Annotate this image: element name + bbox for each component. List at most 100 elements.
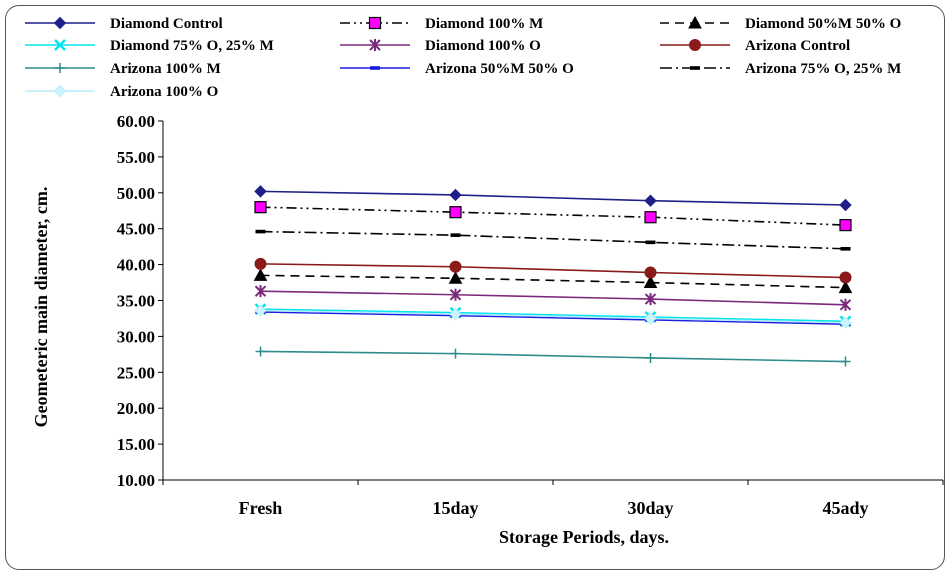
data-point-diamond-50-m-50-o bbox=[448, 271, 463, 284]
legend-item-diamond-100-o: Diamond 100% O bbox=[340, 38, 541, 54]
series-line-diamond-control bbox=[260, 190, 846, 206]
data-point-diamond-50-m-50-o bbox=[253, 268, 268, 281]
data-point-arizona-75-o-25-m bbox=[645, 240, 656, 245]
data-point-diamond-100-m bbox=[644, 211, 657, 224]
y-tick-label: 45.00 bbox=[117, 220, 155, 239]
series-line-diamond-50-m-50-o bbox=[260, 274, 846, 289]
legend-item-arizona-75-o-25-m: Arizona 75% O, 25% M bbox=[660, 61, 901, 77]
series-line-diamond-100-o bbox=[260, 290, 846, 306]
axes: 10.00 15.00 20.00 25.00 30.00 35.00 40.00 45.00… bbox=[117, 112, 944, 518]
data-point-diamond-50-m-50-o bbox=[643, 275, 658, 289]
y-tick-label: 55.00 bbox=[117, 148, 155, 167]
legend-item-diamond-75-o-25-m: Diamond 75% O, 25% M bbox=[25, 38, 274, 54]
data-point-diamond-100-m bbox=[254, 201, 267, 214]
legend-marker-diamond-50-m-50-o bbox=[688, 15, 702, 29]
y-tick-label: 15.00 bbox=[117, 435, 155, 454]
legend-item-arizona-100-m: Arizona 100% M bbox=[25, 61, 221, 77]
data-point-arizona-control bbox=[839, 271, 852, 284]
chart-frame bbox=[5, 5, 945, 570]
data-point-arizona-control bbox=[644, 266, 657, 279]
legend-label-arizona-50-m-50-o: Arizona 50%M 50% O bbox=[425, 61, 574, 77]
series-diamond-50-m-50-o bbox=[253, 268, 853, 294]
legend-item-arizona-control: Arizona Control bbox=[660, 38, 850, 54]
y-tick-label: 25.00 bbox=[117, 363, 155, 382]
legend-item-arizona-100-o: Arizona 100% O bbox=[25, 84, 218, 100]
legend-marker-arizona-100-o bbox=[53, 84, 67, 98]
series-diamond-100-m bbox=[254, 201, 852, 232]
data-point-diamond-100-m bbox=[839, 219, 852, 232]
series-arizona-100-o bbox=[254, 304, 852, 329]
y-tick-label: 30.00 bbox=[117, 327, 155, 346]
legend-item-arizona-50-m-50-o: Arizona 50%M 50% O bbox=[340, 61, 574, 77]
data-point-arizona-100-o bbox=[644, 312, 657, 325]
y-tick-label: 40.00 bbox=[117, 256, 155, 275]
data-point-diamond-100-o bbox=[839, 298, 852, 311]
series-line-arizona-control bbox=[260, 263, 846, 279]
data-point-diamond-100-o bbox=[644, 293, 657, 306]
y-tick-label: 35.00 bbox=[117, 292, 155, 311]
data-point-arizona-100-o bbox=[839, 316, 852, 329]
data-point-diamond-control bbox=[254, 185, 267, 198]
legend-marker-diamond-75-o-25-m bbox=[54, 39, 66, 51]
legend-marker-diamond-100-m bbox=[368, 16, 382, 30]
y-axis-label: Geometeric main diameter, cm. bbox=[31, 187, 51, 428]
series-arizona-100-m bbox=[255, 346, 851, 367]
series-line-arizona-100-o bbox=[260, 309, 846, 324]
legend: Diamond Control Diamond 100% M Diamond 50%… bbox=[25, 15, 901, 100]
legend-label-diamond-75-o-25-m: Diamond 75% O, 25% M bbox=[110, 38, 274, 54]
data-point-diamond-50-m-50-o bbox=[838, 280, 853, 294]
data-point-diamond-100-m bbox=[449, 206, 462, 219]
x-tick-label: 15day bbox=[432, 498, 478, 518]
series-diamond-control bbox=[254, 185, 852, 212]
data-point-arizona-100-m bbox=[645, 352, 656, 363]
series-line-diamond-100-m bbox=[260, 206, 846, 226]
series-diamond-100-o bbox=[254, 285, 852, 311]
data-point-arizona-100-o bbox=[254, 304, 267, 317]
data-point-arizona-100-m bbox=[450, 348, 461, 359]
legend-marker-arizona-50-m-50-o bbox=[370, 66, 380, 70]
legend-label-diamond-50-m-50-o: Diamond 50%M 50% O bbox=[745, 16, 901, 32]
data-point-diamond-control bbox=[644, 194, 657, 207]
legend-marker-arizona-100-m bbox=[55, 63, 65, 73]
data-point-arizona-75-o-25-m bbox=[840, 247, 851, 251]
legend-marker-diamond-100-o bbox=[369, 39, 381, 51]
x-tick-label: 30day bbox=[627, 498, 673, 518]
data-point-arizona-75-o-25-m bbox=[450, 233, 461, 237]
data-point-arizona-100-m bbox=[255, 346, 266, 357]
y-tick-label: 60.00 bbox=[117, 112, 155, 131]
series-arizona-control bbox=[254, 257, 852, 284]
legend-label-arizona-75-o-25-m: Arizona 75% O, 25% M bbox=[745, 61, 901, 77]
y-tick-label: 20.00 bbox=[117, 399, 155, 418]
legend-marker-diamond-control bbox=[53, 16, 67, 30]
series-arizona-75-o-25-m bbox=[255, 229, 851, 251]
legend-item-diamond-control: Diamond Control bbox=[25, 16, 223, 32]
legend-label-diamond-control: Diamond Control bbox=[110, 16, 223, 32]
series-line-arizona-100-m bbox=[260, 350, 846, 363]
legend-marker-arizona-75-o-25-m bbox=[690, 66, 700, 70]
data-point-diamond-100-o bbox=[254, 285, 267, 298]
data-point-arizona-100-o bbox=[449, 307, 462, 321]
legend-marker-arizona-control bbox=[689, 39, 701, 51]
data-point-arizona-100-m bbox=[840, 356, 851, 367]
data-point-arizona-control bbox=[449, 260, 462, 273]
x-tick-label: 45ady bbox=[822, 498, 868, 518]
y-tick-label: 10.00 bbox=[117, 471, 155, 490]
series-group bbox=[253, 185, 853, 367]
series-line-arizona-75-o-25-m bbox=[260, 230, 846, 250]
data-point-diamond-control bbox=[449, 188, 462, 202]
data-point-diamond-100-o bbox=[449, 288, 462, 301]
x-axis-label: Storage Periods, days. bbox=[499, 527, 669, 547]
series-line-diamond-75-o-25-m bbox=[260, 308, 846, 323]
data-point-arizona-75-o-25-m bbox=[255, 229, 266, 234]
data-point-arizona-control bbox=[254, 257, 267, 270]
legend-label-diamond-100-o: Diamond 100% O bbox=[425, 38, 541, 54]
legend-item-diamond-100-m: Diamond 100% M bbox=[340, 16, 543, 32]
data-point-diamond-control bbox=[839, 198, 852, 212]
y-tick-label: 50.00 bbox=[117, 184, 155, 203]
legend-label-arizona-100-m: Arizona 100% M bbox=[110, 61, 221, 77]
legend-label-arizona-control: Arizona Control bbox=[745, 38, 850, 54]
legend-label-arizona-100-o: Arizona 100% O bbox=[110, 84, 218, 100]
legend-label-diamond-100-m: Diamond 100% M bbox=[425, 16, 543, 32]
legend-item-diamond-50-m-50-o: Diamond 50%M 50% O bbox=[660, 15, 901, 32]
